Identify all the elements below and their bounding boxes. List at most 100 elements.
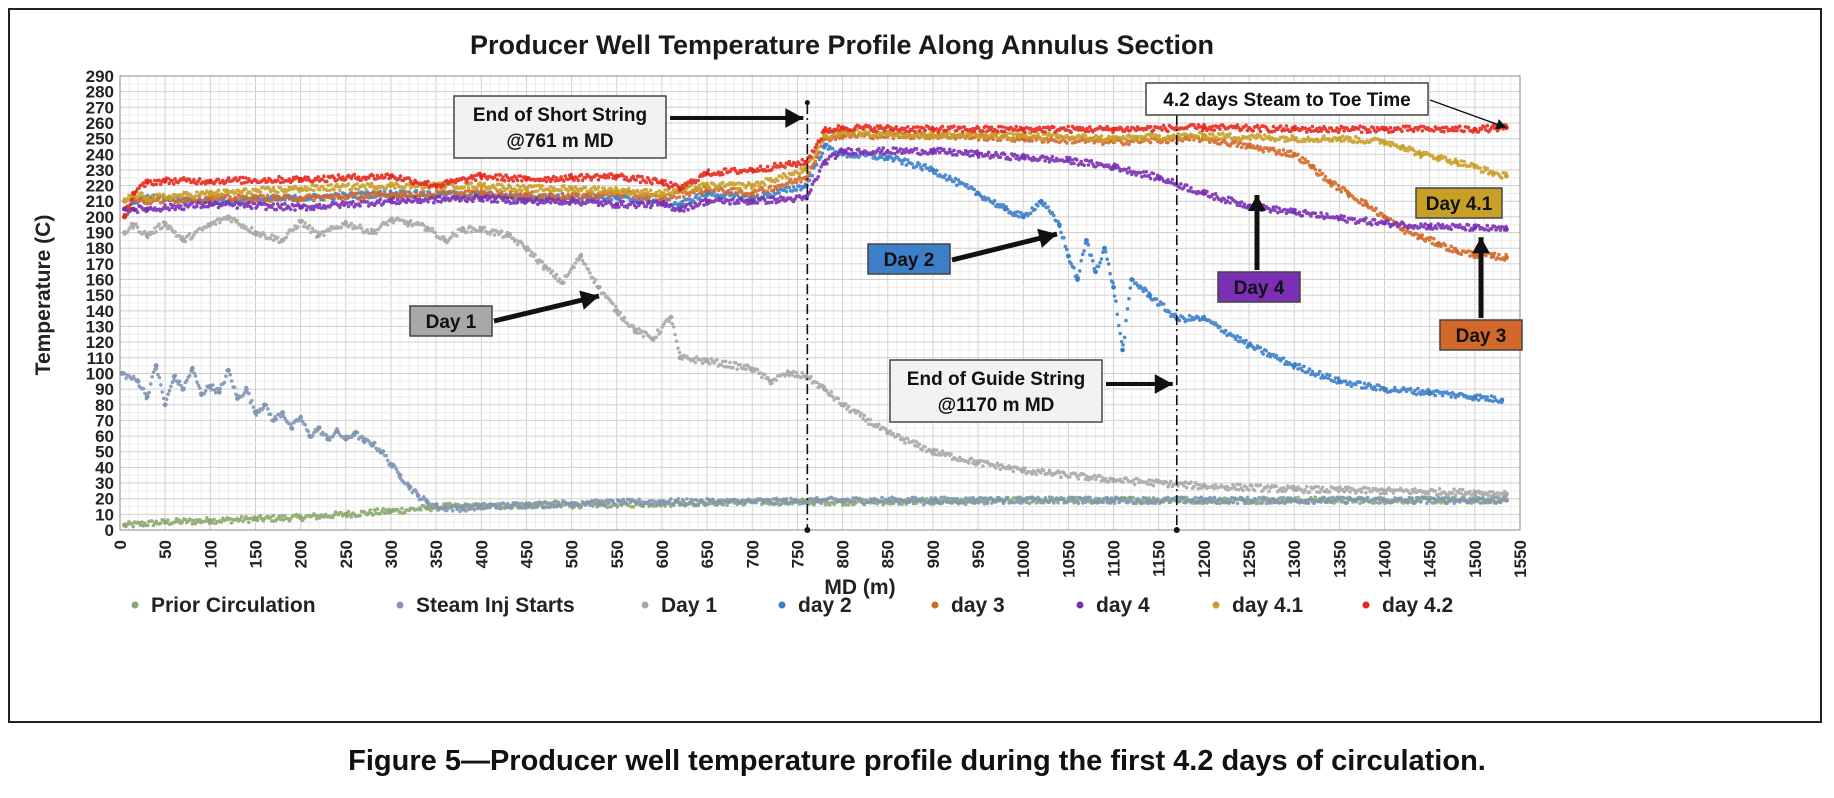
legend-label: day 2 — [798, 594, 852, 617]
data-point — [569, 175, 575, 181]
data-point — [1002, 206, 1008, 212]
day1-arrow — [493, 290, 600, 324]
data-point — [1111, 284, 1116, 290]
chart: Producer Well Temperature Profile Along … — [32, 30, 1530, 617]
x-tick-label: 1200 — [1195, 540, 1214, 578]
day2-arrow — [951, 228, 1058, 263]
data-point — [1065, 253, 1071, 259]
data-point — [1472, 394, 1478, 400]
data-point — [1020, 155, 1026, 160]
data-point — [433, 504, 439, 509]
data-point — [225, 367, 231, 373]
data-point — [198, 391, 204, 397]
data-point — [189, 366, 195, 372]
steam-toe-annotation-text: 4.2 days Steam to Toe Time — [1163, 90, 1410, 111]
data-point — [659, 201, 665, 207]
legend-marker — [1076, 601, 1084, 609]
x-tick-label: 500 — [563, 540, 582, 568]
y-tick-label: 10 — [95, 505, 114, 524]
data-point — [406, 220, 412, 226]
y-tick-label: 40 — [95, 458, 114, 477]
data-point — [144, 206, 150, 212]
guide-string-annotation-box — [889, 359, 1103, 423]
legend-item: day 4.1 — [1212, 594, 1304, 617]
day2-label: Day 2 — [867, 243, 951, 275]
data-point — [578, 253, 584, 259]
data-point — [1504, 173, 1509, 179]
data-point — [1418, 234, 1424, 240]
data-point — [119, 371, 125, 376]
data-point — [1364, 201, 1369, 207]
x-tick-label: 1300 — [1285, 540, 1304, 578]
y-tick-label: 210 — [86, 192, 114, 211]
data-point — [749, 167, 755, 173]
y-tick-label: 190 — [86, 224, 114, 243]
x-tick-label: 250 — [337, 540, 356, 568]
data-point — [253, 516, 258, 522]
data-point — [122, 214, 127, 220]
data-point — [1472, 225, 1478, 231]
data-point — [207, 191, 213, 196]
data-point — [1427, 223, 1433, 229]
data-point — [1382, 214, 1387, 220]
data-point — [388, 508, 394, 514]
data-point — [307, 433, 313, 439]
data-point — [280, 237, 285, 243]
data-point — [1472, 490, 1478, 495]
data-point — [1382, 220, 1387, 226]
y-tick-label: 180 — [86, 239, 114, 258]
short-string-annotation-text: End of Short String — [473, 105, 647, 126]
day1-label: Day 1 — [409, 305, 493, 337]
data-point — [822, 144, 827, 149]
series-day-1 — [122, 214, 1509, 499]
guide-string-annotation-text: End of Guide String — [907, 369, 1085, 390]
data-point — [415, 493, 421, 498]
data-point — [1291, 151, 1297, 157]
x-tick-label: 1550 — [1511, 540, 1530, 578]
data-point — [1472, 164, 1478, 170]
data-point — [1129, 277, 1135, 282]
arrow-shaft — [1429, 99, 1507, 129]
data-point — [524, 192, 529, 198]
data-point — [478, 173, 484, 179]
data-point — [388, 198, 394, 204]
legend-marker — [131, 601, 139, 609]
y-tick-label: 170 — [86, 255, 114, 274]
data-point — [343, 220, 349, 226]
y-tick-label: 220 — [86, 177, 114, 196]
data-point — [1345, 191, 1351, 196]
legend-item: day 4 — [1076, 594, 1150, 617]
data-point — [1038, 198, 1044, 204]
data-point — [1111, 126, 1116, 132]
data-point — [1436, 155, 1442, 160]
data-point — [262, 402, 267, 408]
data-point — [144, 195, 150, 201]
data-point — [478, 195, 484, 201]
data-point — [822, 159, 827, 165]
data-point — [424, 505, 430, 511]
legend-marker — [778, 601, 786, 609]
legend-marker — [1212, 601, 1220, 609]
day4-label: Day 4 — [1217, 271, 1301, 303]
data-point — [930, 133, 936, 138]
x-tick-label: 1000 — [1014, 540, 1033, 578]
data-point — [1418, 151, 1424, 157]
x-tick-label: 450 — [517, 540, 536, 568]
data-point — [1382, 386, 1387, 392]
data-point — [388, 461, 394, 467]
data-point — [1382, 139, 1387, 145]
day41-label-text: Day 4.1 — [1426, 194, 1493, 215]
y-tick-label: 100 — [86, 364, 114, 383]
day3-label: Day 3 — [1439, 319, 1523, 351]
data-point — [659, 180, 665, 185]
data-point — [650, 336, 656, 342]
arrow-head — [785, 108, 804, 128]
data-point — [1472, 126, 1478, 132]
data-point — [785, 371, 791, 376]
y-axis-label: Temperature (C) — [32, 215, 55, 376]
plot-area — [119, 75, 1521, 531]
data-point — [1291, 497, 1297, 503]
day4-label-box — [1217, 271, 1301, 303]
x-tick-label: 100 — [201, 540, 220, 568]
y-tick-label: 200 — [86, 208, 114, 227]
